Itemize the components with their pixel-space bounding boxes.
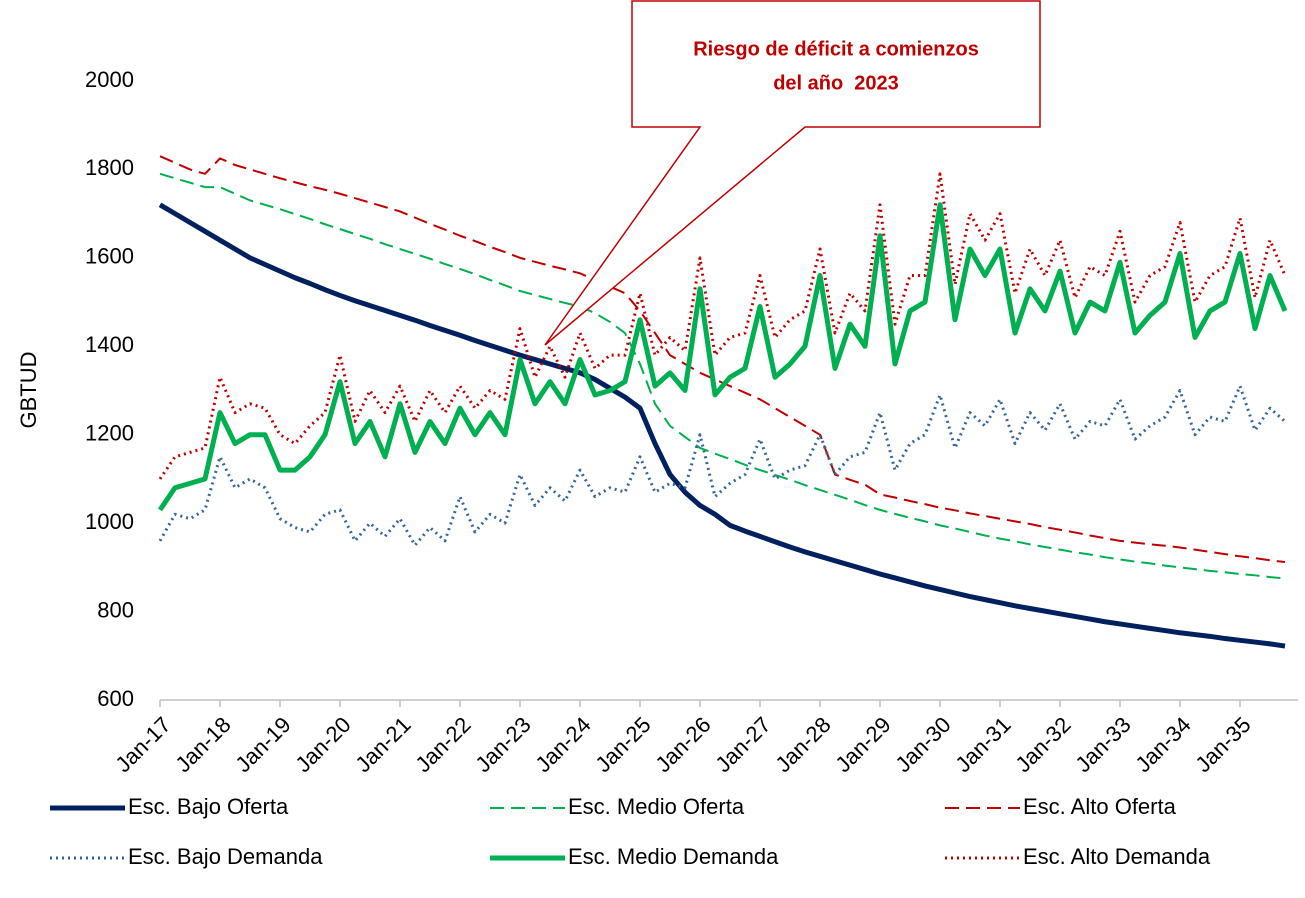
y-tick-label: 600 [97, 686, 134, 711]
y-tick-label: 2000 [85, 67, 134, 92]
y-tick-label: 1200 [85, 421, 134, 446]
x-tick-label: Jan-28 [770, 712, 835, 777]
series-line [158, 202, 1286, 649]
y-tick-label: 800 [97, 597, 134, 622]
series-line [158, 172, 1287, 480]
x-tick-label: Jan-27 [710, 712, 775, 777]
annotation-box [544, 0, 1041, 346]
y-tick-label: 1600 [85, 244, 134, 269]
x-tick-label: Jan-33 [1070, 712, 1135, 777]
x-tick-label: Jan-23 [470, 712, 535, 777]
x-tick-label: Jan-20 [290, 712, 355, 777]
x-tick-label: Jan-25 [590, 712, 655, 777]
legend-label: Esc. Alto Oferta [1023, 794, 1177, 819]
legend-label: Esc. Bajo Oferta [128, 794, 289, 819]
legend-label: Esc. Alto Demanda [1023, 844, 1211, 869]
x-tick-label: Jan-22 [410, 712, 475, 777]
x-tick-label: Jan-18 [170, 712, 235, 777]
y-axis-label: GBTUD [16, 352, 41, 429]
legend-label: Esc. Medio Demanda [568, 844, 779, 869]
x-tick-label: Jan-17 [110, 712, 175, 777]
series-line [159, 155, 1286, 564]
x-tick-label: Jan-24 [530, 712, 595, 777]
series-line [159, 172, 1286, 580]
series-line [157, 202, 1288, 512]
x-tick-label: Jan-21 [350, 712, 415, 777]
annotation-text: Riesgo de déficit a comienzos [693, 38, 979, 60]
x-tick-label: Jan-34 [1130, 712, 1195, 777]
y-tick-label: 1400 [85, 332, 134, 357]
x-tick-label: Jan-30 [890, 712, 955, 777]
y-tick-label: 1800 [85, 155, 134, 180]
y-tick-label: 1000 [85, 509, 134, 534]
x-tick-label: Jan-32 [1010, 712, 1075, 777]
x-tick-label: Jan-29 [830, 712, 895, 777]
x-tick-label: Jan-19 [230, 712, 295, 777]
legend-label: Esc. Bajo Demanda [128, 844, 323, 869]
x-tick-label: Jan-31 [950, 712, 1015, 777]
annotation-text: del año 2023 [773, 72, 899, 94]
x-tick-label: Jan-26 [650, 712, 715, 777]
legend-label: Esc. Medio Oferta [568, 794, 745, 819]
x-tick-label: Jan-35 [1190, 712, 1255, 777]
